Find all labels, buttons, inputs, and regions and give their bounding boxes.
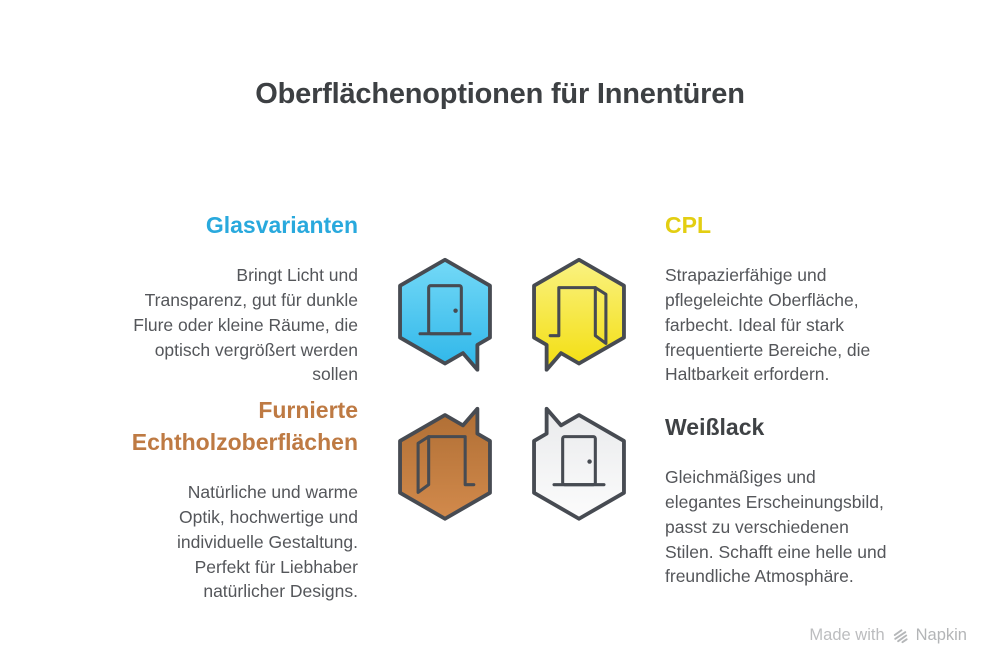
section-heading-cpl: CPL	[665, 212, 711, 238]
page-title: Oberflächenoptionen für Innentüren	[255, 78, 745, 110]
section-body-cpl: Strapazierfähige und pflegeleichte Oberf…	[665, 265, 871, 385]
open-door-glyph	[416, 435, 476, 494]
hexagon-yellow-shape	[532, 257, 626, 372]
section-cpl: CPL	[665, 192, 965, 260]
open-door-glyph	[548, 286, 608, 345]
section-body-furnierte: Natürliche und warme Optik, hochwertige …	[177, 482, 358, 602]
hexagon-yellow-open-door-icon	[532, 257, 626, 372]
closed-door-glyph	[418, 284, 472, 336]
door-knob-dot	[453, 308, 458, 313]
section-heading-glasvarianten: Glasvarianten	[205, 212, 358, 238]
section-body-weisslack: Gleichmäßiges und elegantes Erscheinungs…	[665, 467, 887, 587]
hexagon-blue-shape	[398, 257, 492, 372]
closed-door-glyph	[552, 435, 606, 487]
napkin-watermark: Made with Napkin	[809, 626, 967, 645]
hexagon-white-shape	[532, 406, 626, 521]
section-body-furnierte-wrap: Natürliche und warme Optik, hochwertige …	[58, 462, 358, 622]
section-body-cpl-wrap: Strapazierfähige und pflegeleichte Oberf…	[665, 245, 965, 405]
section-body-glasvarianten-wrap: Bringt Licht und Transparenz, gut für du…	[58, 245, 358, 405]
hexagon-brown-shape	[398, 406, 492, 521]
section-glasvarianten: Glasvarianten	[58, 192, 358, 260]
hexagon-blue-closed-door-icon	[398, 257, 492, 372]
watermark-brand: Napkin	[915, 626, 967, 644]
watermark-prefix: Made with	[809, 626, 885, 644]
section-furnierte: Furnierte Echtholzoberflächen	[58, 377, 358, 476]
section-body-weisslack-wrap: Gleichmäßiges und elegantes Erscheinungs…	[665, 447, 965, 607]
hexagon-white-closed-door-icon	[532, 406, 626, 521]
door-knob-dot	[587, 459, 592, 464]
section-weisslack: Weißlack	[665, 394, 965, 462]
napkin-logo-icon	[893, 629, 908, 644]
section-heading-weisslack: Weißlack	[665, 414, 765, 440]
section-body-glasvarianten: Bringt Licht und Transparenz, gut für du…	[133, 265, 358, 385]
hexagon-brown-open-door-icon	[398, 406, 492, 521]
section-heading-furnierte: Furnierte Echtholzoberflächen	[131, 397, 358, 455]
